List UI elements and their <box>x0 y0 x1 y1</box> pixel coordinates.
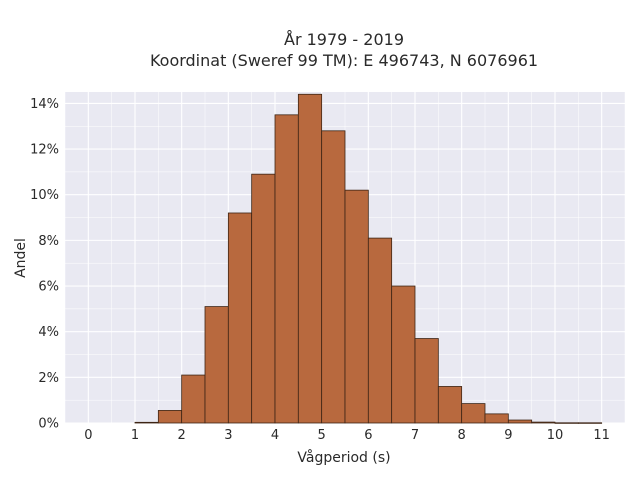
histogram-bar <box>251 173 276 424</box>
x-tick-label: 4 <box>271 428 279 443</box>
histogram-bar <box>227 212 253 424</box>
x-tick-label: 1 <box>131 428 139 443</box>
histogram-bar <box>507 419 533 424</box>
y-tick-label: 10% <box>30 188 59 203</box>
histogram-bar <box>437 386 463 424</box>
x-tick-label: 8 <box>458 428 466 443</box>
x-tick-label: 0 <box>84 428 92 443</box>
histogram-bar <box>157 410 183 424</box>
x-tick-labels: 0 1 2 3 4 5 6 7 8 9 10 11 <box>84 428 610 443</box>
x-axis-label: Vågperiod (s) <box>297 449 390 466</box>
x-tick-label: 11 <box>593 428 610 443</box>
y-tick-label: 4% <box>38 325 59 340</box>
chart-subtitle: Koordinat (Sweref 99 TM): E 496743, N 60… <box>150 51 538 70</box>
histogram-bar <box>297 93 323 424</box>
y-tick-label: 8% <box>38 234 59 249</box>
histogram-bar <box>204 306 229 424</box>
x-tick-label: 9 <box>504 428 512 443</box>
histogram-bar <box>554 422 579 424</box>
histogram-bar <box>181 374 206 424</box>
histogram-bar <box>321 130 346 424</box>
y-tick-label: 2% <box>38 371 59 386</box>
y-tick-label: 6% <box>38 280 59 295</box>
histogram-bar <box>531 421 556 424</box>
y-axis-label: Andel <box>13 238 29 278</box>
histogram-bar <box>391 285 416 424</box>
histogram-bar <box>367 237 393 424</box>
histogram-bar <box>461 403 486 424</box>
histogram-bar <box>484 413 509 424</box>
y-tick-label: 0% <box>38 417 59 432</box>
histogram-bar <box>274 114 299 424</box>
y-tick-label: 12% <box>30 143 59 158</box>
chart-title: År 1979 - 2019 <box>284 30 404 49</box>
x-tick-label: 10 <box>547 428 564 443</box>
x-tick-label: 2 <box>178 428 186 443</box>
y-tick-label: 14% <box>30 97 59 112</box>
x-tick-label: 3 <box>224 428 232 443</box>
x-tick-label: 6 <box>364 428 372 443</box>
x-tick-label: 5 <box>318 428 326 443</box>
x-tick-label: 7 <box>411 428 419 443</box>
histogram-bar <box>134 421 159 424</box>
histogram-bar <box>577 422 603 424</box>
y-tick-labels: 0% 2% 4% 6% 8% 10% 12% 14% <box>30 97 59 432</box>
histogram-bars <box>134 93 603 424</box>
histogram-bar <box>414 338 439 424</box>
histogram-bar <box>344 189 369 424</box>
